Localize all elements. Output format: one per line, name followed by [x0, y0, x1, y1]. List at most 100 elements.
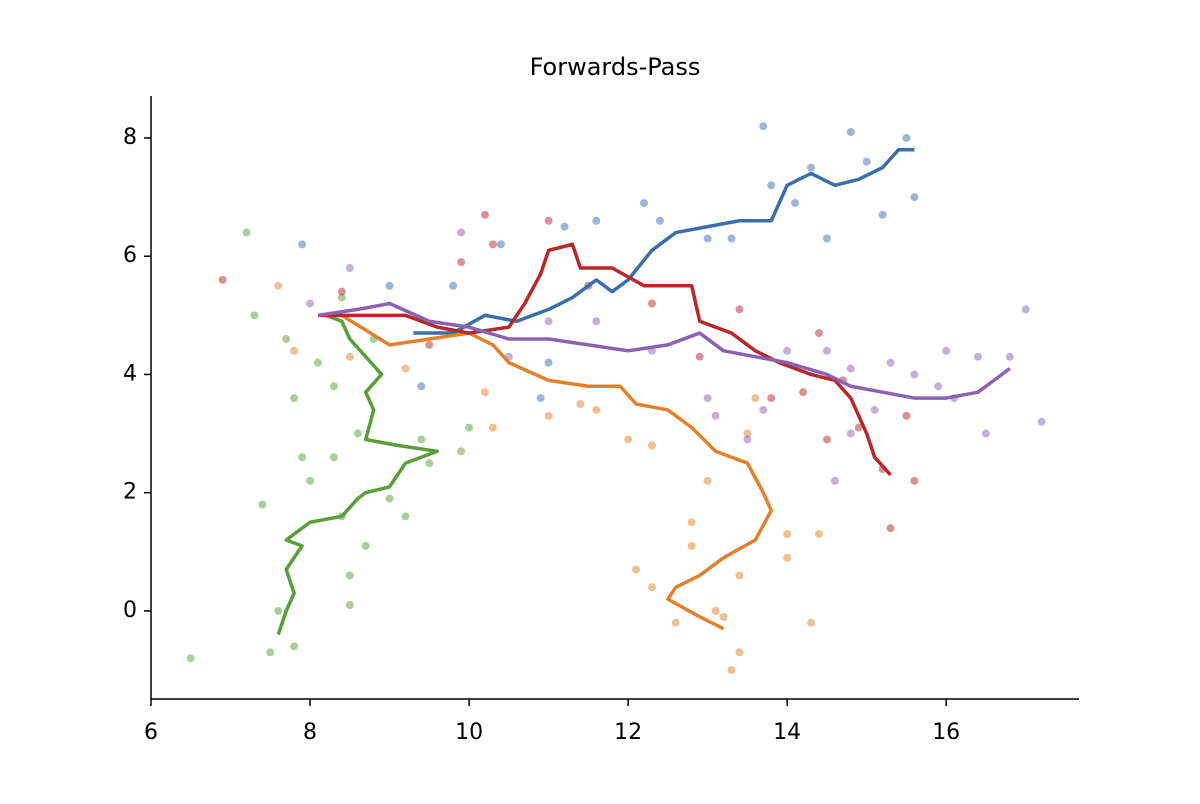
point [480, 388, 489, 397]
point [870, 405, 879, 414]
point [401, 512, 410, 521]
point [274, 281, 283, 290]
point [910, 193, 919, 202]
point [544, 358, 553, 367]
point [783, 553, 792, 562]
point [298, 453, 307, 462]
point [910, 370, 919, 379]
point [298, 240, 307, 249]
point [337, 287, 346, 296]
x-tick-label: 8 [303, 720, 317, 745]
point [337, 293, 346, 302]
point [401, 364, 410, 373]
y-tick-label: 6 [123, 243, 137, 268]
point [1005, 352, 1014, 361]
point [735, 571, 744, 580]
point [902, 133, 911, 142]
point [480, 210, 489, 219]
x-tick-label: 12 [614, 720, 642, 745]
point [250, 311, 259, 320]
point [544, 216, 553, 225]
point [624, 435, 633, 444]
point [846, 128, 855, 137]
point [807, 618, 816, 627]
point [544, 411, 553, 420]
y-tick-label: 2 [123, 480, 137, 505]
point [743, 435, 752, 444]
point [218, 275, 227, 284]
point [878, 210, 887, 219]
point [449, 281, 458, 290]
point [560, 222, 569, 231]
point [592, 405, 601, 414]
point [425, 459, 434, 468]
point [306, 476, 315, 485]
point [807, 163, 816, 172]
y-tick-label: 4 [123, 361, 137, 386]
point [791, 199, 800, 208]
point [1021, 305, 1030, 314]
point [274, 606, 283, 615]
trajectory-line [276, 313, 440, 636]
point [735, 305, 744, 314]
x-tick-label: 16 [932, 720, 960, 745]
point [345, 264, 354, 273]
y-tick-label: 0 [123, 598, 137, 623]
point [862, 157, 871, 166]
trajectory-line [317, 242, 892, 477]
point [854, 423, 863, 432]
point [647, 583, 656, 592]
point [934, 382, 943, 391]
point [647, 441, 656, 450]
point [329, 382, 338, 391]
point [727, 234, 736, 243]
point [640, 199, 649, 208]
point [974, 352, 983, 361]
y-tick-label: 8 [123, 125, 137, 150]
point [814, 329, 823, 338]
point [457, 258, 466, 267]
point [703, 394, 712, 403]
x-tick-label: 6 [144, 720, 158, 745]
point [457, 447, 466, 456]
point [910, 476, 919, 485]
point [719, 612, 728, 621]
point [735, 648, 744, 657]
point [242, 228, 251, 237]
point [488, 423, 497, 432]
point [886, 524, 895, 533]
point [647, 299, 656, 308]
point [830, 476, 839, 485]
x-tick-label: 10 [455, 720, 483, 745]
point [703, 476, 712, 485]
point [695, 352, 704, 361]
point [457, 228, 466, 237]
point [743, 429, 752, 438]
point [353, 429, 362, 438]
point [425, 340, 434, 349]
point [345, 601, 354, 610]
point [592, 216, 601, 225]
point [759, 405, 768, 414]
point [544, 317, 553, 326]
point [814, 530, 823, 539]
point [306, 299, 315, 308]
point [799, 388, 808, 397]
point [822, 435, 831, 444]
point [385, 494, 394, 503]
trajectory-line [413, 148, 915, 335]
point [703, 234, 712, 243]
x-tick-label: 14 [773, 720, 801, 745]
point [727, 666, 736, 675]
point [186, 654, 195, 663]
point [711, 411, 720, 420]
point [592, 317, 601, 326]
point [576, 400, 585, 409]
point [345, 571, 354, 580]
point [783, 346, 792, 355]
point [767, 394, 776, 403]
point [290, 394, 299, 403]
point [290, 346, 299, 355]
point [290, 642, 299, 651]
